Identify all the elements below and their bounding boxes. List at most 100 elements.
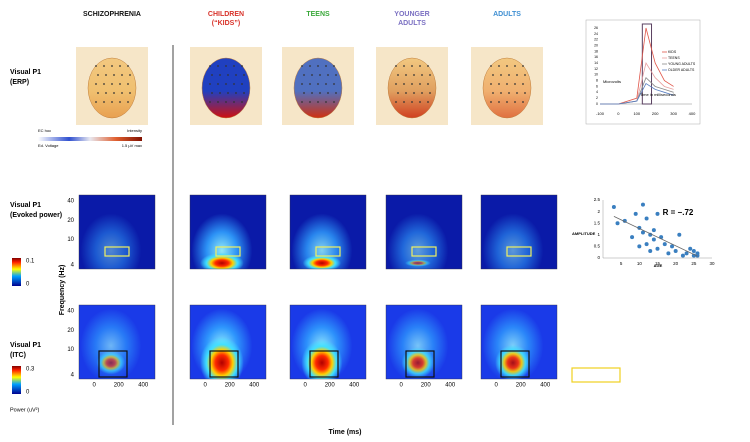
inset-y-tick: 22: [594, 38, 598, 42]
electrode: [325, 101, 327, 103]
scatter-y-tick: 1: [597, 232, 600, 237]
electrode: [490, 83, 492, 85]
heat-core: [200, 252, 244, 269]
electrode: [421, 74, 423, 76]
inset-y-tick: 20: [594, 43, 598, 47]
scatter-x-tick: 10: [637, 261, 643, 266]
heat-glow: [387, 213, 449, 269]
electrode: [395, 65, 397, 67]
electrode: [241, 101, 243, 103]
inset-y-tick: 24: [594, 32, 598, 36]
electrode: [490, 101, 492, 103]
electrode: [498, 83, 500, 85]
heatmap-frame: [189, 304, 267, 380]
inset-y-tick: 26: [594, 26, 598, 30]
electrode: [209, 65, 211, 67]
heat-core: [401, 347, 435, 379]
electrode: [113, 74, 115, 76]
electrode: [522, 101, 524, 103]
electrode: [395, 101, 397, 103]
heatmap-frame: [385, 194, 463, 270]
scatter-y-tick: 0.5: [594, 244, 601, 249]
roi-box: [506, 246, 532, 257]
electrode: [111, 101, 113, 103]
scatter-point: [684, 251, 689, 256]
roi-box: [411, 246, 437, 257]
scatter-point: [611, 204, 616, 209]
electrode: [227, 74, 229, 76]
scatter-point: [615, 221, 620, 226]
heat-core: [495, 344, 531, 379]
evoked-heatmap: [79, 195, 155, 269]
electrode: [241, 83, 243, 85]
column-header: SCHIZOPHRENIA: [83, 11, 141, 18]
head: [87, 57, 137, 119]
electrode: [411, 65, 413, 67]
electrode: [241, 65, 243, 67]
itc-heatmap: [290, 305, 366, 379]
roi-box: [500, 350, 530, 378]
inset-y-tick: 16: [594, 55, 598, 59]
electrode: [490, 65, 492, 67]
time-tick: 0: [304, 383, 308, 389]
electrode: [403, 101, 405, 103]
electrode: [522, 83, 524, 85]
time-tick: 200: [325, 383, 336, 389]
electrode: [413, 92, 415, 94]
scatter-point: [637, 244, 642, 249]
inset-y-tick: 8: [596, 79, 598, 83]
electrode: [103, 83, 105, 85]
electrode: [217, 83, 219, 85]
electrode: [309, 101, 311, 103]
evoked-heatmap: [190, 195, 266, 269]
electrode: [397, 92, 399, 94]
evoked-heatmap: [386, 195, 462, 269]
inset-x-tick: 400: [689, 111, 696, 116]
heatmap-frame: [189, 194, 267, 270]
electrode: [225, 101, 227, 103]
column-header: ADULTS: [493, 11, 521, 18]
scatter-point: [677, 232, 682, 237]
scatter-point: [633, 211, 638, 216]
electrode: [95, 101, 97, 103]
inset-frame: [585, 19, 701, 125]
electrode: [397, 74, 399, 76]
electrode: [211, 92, 213, 94]
electrode: [233, 101, 235, 103]
scatter-point: [655, 246, 660, 251]
electrode: [97, 74, 99, 76]
electrode: [311, 74, 313, 76]
electrode: [333, 65, 335, 67]
power-label: Power (uV²): [10, 407, 40, 413]
electrode: [121, 92, 123, 94]
electrode: [429, 92, 431, 94]
time-tick: 200: [516, 383, 527, 389]
electrode: [335, 74, 337, 76]
electrode: [233, 65, 235, 67]
heat-core: [404, 259, 431, 267]
column-header: YOUNGER ADULTS: [394, 11, 429, 27]
electrode: [301, 65, 303, 67]
heat-core: [96, 351, 126, 375]
frequency-tick: 40: [67, 199, 74, 205]
heatmap-frame: [78, 194, 156, 270]
time-tick: 400: [540, 383, 551, 389]
scatter-point: [644, 242, 649, 247]
inset-y-tick: 10: [594, 73, 598, 77]
electrode: [105, 74, 107, 76]
electrode: [498, 65, 500, 67]
electrode: [235, 92, 237, 94]
scatter-ylabel: AMPLITUDE: [572, 231, 596, 236]
time-label: Time (ms): [329, 429, 362, 436]
electrode: [405, 92, 407, 94]
electrode: [419, 65, 421, 67]
roi-box: [215, 246, 241, 257]
inset-y-tick: 6: [596, 84, 598, 88]
inset-x-tick: 100: [633, 111, 640, 116]
electrode: [95, 83, 97, 85]
heat-glow: [80, 308, 142, 379]
inset-y-tick: 0: [596, 102, 598, 106]
itc-heatmap: [79, 305, 155, 379]
